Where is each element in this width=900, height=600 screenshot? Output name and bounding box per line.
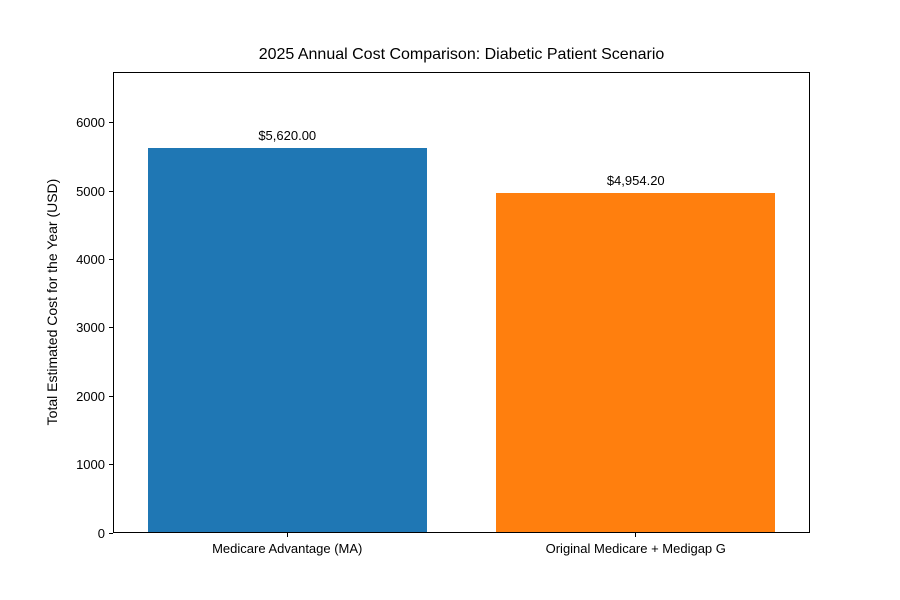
bar-1 [496, 193, 776, 532]
x-tick-mark [635, 533, 637, 537]
y-tick-label: 4000 [76, 252, 105, 268]
y-tick-mark [109, 395, 113, 397]
y-tick-mark [109, 327, 113, 329]
x-tick-label: Original Medicare + Medigap G [545, 541, 726, 556]
y-tick-mark [109, 464, 113, 466]
y-tick-mark [109, 122, 113, 124]
bar-0 [147, 147, 427, 532]
bar-value-label: $4,954.20 [606, 173, 665, 189]
y-tick-label: 0 [97, 525, 105, 541]
y-tick-label: 2000 [76, 388, 105, 404]
chart-title: 2025 Annual Cost Comparison: Diabetic Pa… [258, 46, 665, 63]
y-tick-label: 1000 [76, 457, 105, 473]
y-tick-mark [109, 190, 113, 192]
y-tick-mark [109, 259, 113, 261]
y-tick-mark [109, 532, 113, 534]
x-tick-label: Medicare Advantage (MA) [212, 541, 363, 556]
bar-value-label: $5,620.00 [258, 127, 317, 143]
y-tick-label: 5000 [76, 183, 105, 199]
plot-area [113, 72, 810, 533]
x-tick-mark [286, 533, 288, 537]
y-tick-label: 6000 [76, 115, 105, 131]
y-tick-label: 3000 [76, 320, 105, 336]
